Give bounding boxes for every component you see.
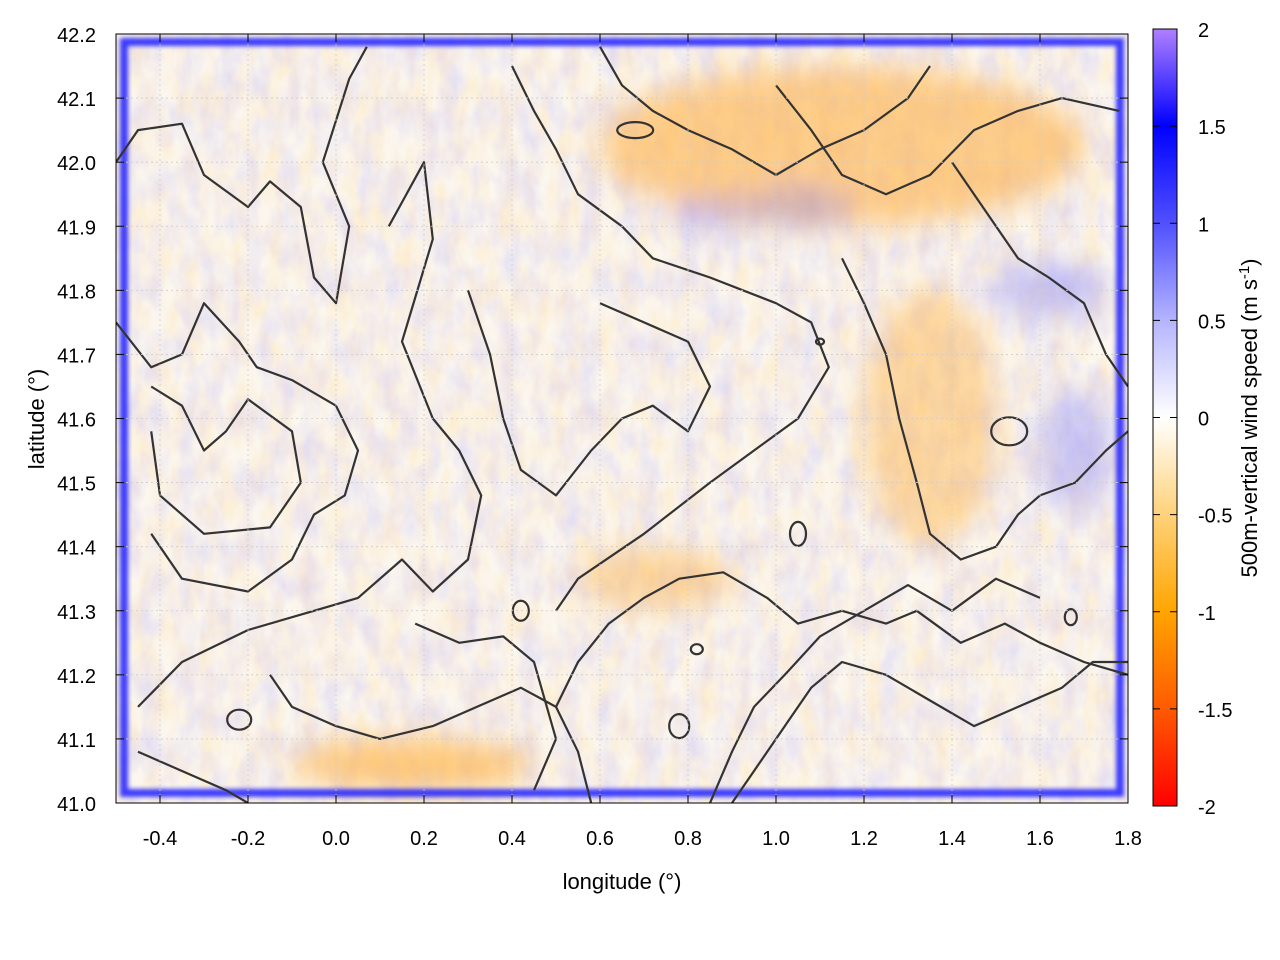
contour-line [951, 161, 1128, 388]
x-tick-label: 1.2 [850, 828, 878, 850]
positive-zone [988, 260, 1109, 321]
contour-line [511, 65, 830, 612]
contour-line [137, 161, 483, 708]
x-tick-label: -0.4 [143, 828, 177, 850]
colorbar-tick-label: 2 [1198, 20, 1209, 42]
colorbar-tick-label: -1 [1198, 603, 1216, 625]
contour-loop [990, 416, 1029, 447]
contour-loop [1063, 608, 1078, 627]
colorbar-tick-label: -1.5 [1198, 700, 1232, 722]
x-tick-label: 0.0 [322, 828, 350, 850]
colorbar-tick-label: 0.5 [1198, 311, 1226, 333]
y-tick-label: 42.2 [57, 25, 96, 47]
positive-zone [743, 187, 853, 228]
y-tick-label: 41.0 [57, 794, 96, 816]
x-tick-label: 1.0 [762, 828, 790, 850]
colorbar-label-sup: -1 [1236, 266, 1253, 279]
contour-loop [226, 708, 253, 731]
x-tick-label: 0.4 [498, 828, 526, 850]
contour-loop [616, 121, 655, 140]
negative-zone [292, 738, 534, 791]
colorbar-label: 500m-vertical wind speed (m s-1) [1236, 258, 1262, 577]
y-tick-label: 42.1 [57, 89, 96, 111]
x-tick-label: 0.2 [410, 828, 438, 850]
contour-line [150, 385, 302, 535]
y-tick-label: 41.5 [57, 474, 96, 496]
colorbar-tick-label: 0 [1198, 409, 1209, 431]
contour-loop [814, 337, 826, 346]
y-tick-label: 41.9 [57, 217, 96, 239]
x-axis: -0.4 -0.2 0.0 0.2 0.4 0.6 0.8 1.0 1.2 1.4 1.6 1.8 [143, 34, 1142, 850]
contour-line [269, 674, 593, 803]
x-axis-label: longitude (°) [563, 869, 682, 894]
x-tick-label: 1.8 [1114, 828, 1142, 850]
x-tick-label: -0.2 [231, 828, 265, 850]
y-tick-label: 42.0 [57, 153, 96, 175]
colorbar: -2 -1.5 -1 -0.5 0 0.5 1 1.5 2 500m-vertical wind… [1152, 20, 1262, 819]
colorbar-tick-label: 1.5 [1198, 117, 1226, 139]
contour-line [731, 660, 1128, 803]
x-tick-label: 0.8 [674, 828, 702, 850]
y-axis-label: latitude (°) [24, 369, 49, 470]
y-tick-label: 41.4 [57, 538, 96, 560]
colorbar-label-suffix: ) [1237, 258, 1262, 265]
y-tick-label: 41.6 [57, 410, 96, 432]
contour-loop [668, 712, 691, 740]
negative-zone [578, 546, 732, 611]
colorbar-tick-label: -2 [1198, 797, 1216, 819]
y-tick-label: 41.7 [57, 345, 96, 367]
y-tick-label: 41.3 [57, 602, 96, 624]
contour-loop [788, 520, 808, 547]
y-axis: 41.0 41.1 41.2 41.3 41.4 41.5 41.6 41.7 41.8 41.9… [57, 25, 1128, 816]
contour-line [775, 84, 1120, 196]
x-tick-label: 1.4 [938, 828, 966, 850]
colorbar-tick-label: 1 [1198, 214, 1209, 236]
positive-zone [670, 195, 750, 232]
x-tick-label: 0.6 [586, 828, 614, 850]
y-tick-label: 41.8 [57, 281, 96, 303]
contour-line [137, 750, 249, 803]
y-tick-label: 41.1 [57, 730, 96, 752]
negative-zone [600, 66, 1084, 227]
contour-line [708, 577, 1041, 803]
positive-zone [1035, 390, 1116, 511]
x-tick-label: 1.6 [1026, 828, 1054, 850]
colorbar-label-main: 500m-vertical wind speed (m s [1237, 279, 1262, 577]
y-tick-label: 41.2 [57, 666, 96, 688]
contour-line [414, 622, 558, 791]
colorbar-tick-label: -0.5 [1198, 506, 1232, 528]
contour-loop [689, 643, 704, 656]
